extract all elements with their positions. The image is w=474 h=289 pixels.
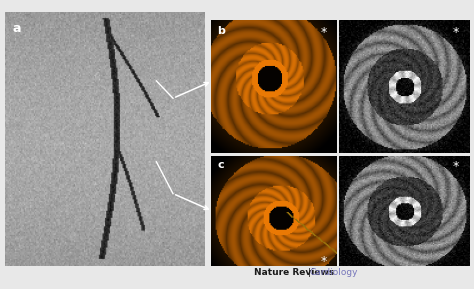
Text: *: * [452,25,458,38]
Text: a: a [13,22,21,35]
Text: Nature Reviews: Nature Reviews [254,268,334,277]
Text: b: b [217,25,225,36]
Text: *: * [320,255,327,268]
Text: *: * [320,25,327,38]
Text: c: c [217,160,224,171]
Text: |: | [305,268,313,277]
Text: *: * [452,160,458,173]
Text: Cardiology: Cardiology [310,268,358,277]
